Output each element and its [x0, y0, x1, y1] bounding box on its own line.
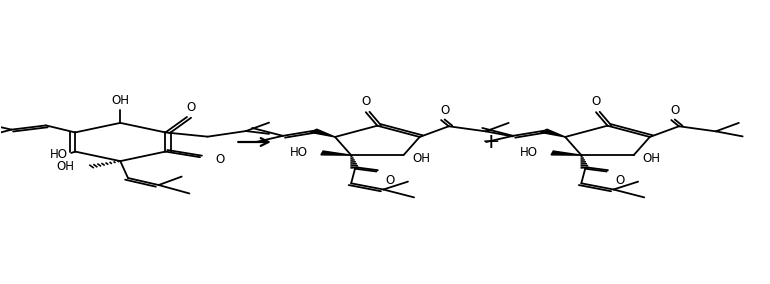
- Text: O: O: [216, 153, 225, 166]
- Polygon shape: [310, 129, 335, 137]
- Text: HO: HO: [521, 147, 538, 159]
- Text: +: +: [481, 132, 500, 152]
- Polygon shape: [551, 151, 581, 155]
- Text: O: O: [186, 101, 196, 114]
- Text: O: O: [386, 174, 395, 187]
- Text: O: O: [361, 95, 370, 108]
- Text: O: O: [616, 174, 625, 187]
- Text: OH: OH: [413, 153, 430, 165]
- Text: HO: HO: [49, 148, 68, 161]
- Text: O: O: [440, 104, 450, 117]
- Text: OH: OH: [112, 94, 129, 107]
- Text: O: O: [591, 95, 601, 108]
- Polygon shape: [321, 151, 351, 155]
- Polygon shape: [541, 129, 565, 137]
- Text: OH: OH: [56, 160, 74, 173]
- Text: O: O: [671, 104, 680, 117]
- Text: OH: OH: [643, 153, 661, 165]
- Text: HO: HO: [290, 147, 308, 159]
